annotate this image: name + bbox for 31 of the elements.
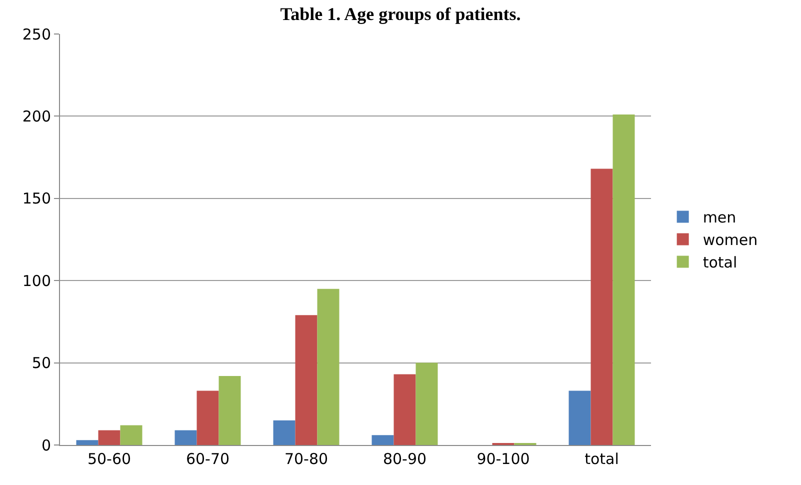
bar (612, 114, 635, 445)
y-tick-label: 150 (22, 190, 51, 208)
y-tick-label: 50 (32, 354, 51, 372)
bar (416, 362, 438, 445)
bar (98, 430, 120, 445)
y-tick-label: 250 (22, 25, 51, 44)
x-tick-label: 90-100 (476, 450, 530, 468)
bar (196, 390, 219, 445)
bar (394, 374, 416, 445)
bar (76, 440, 98, 445)
y-tick-label: 0 (41, 436, 51, 454)
legend-label: men (702, 208, 736, 227)
chart-title: Table 1. Age groups of patients. (280, 4, 521, 24)
bar (273, 420, 296, 445)
legend-label: total (702, 254, 738, 272)
bar (218, 376, 241, 445)
x-tick-label: 80-90 (382, 450, 427, 468)
x-tick-label: total (584, 450, 619, 468)
x-tick-label: 50-60 (87, 450, 132, 468)
bar (317, 288, 340, 445)
y-tick-label: 100 (22, 272, 51, 290)
x-tick-label: 60-70 (186, 450, 230, 468)
x-tick-label: 70-80 (284, 450, 328, 468)
bar (295, 315, 318, 445)
bar (174, 430, 197, 445)
legend-label: women (702, 231, 758, 250)
bar (372, 435, 394, 445)
bar (120, 425, 142, 445)
y-tick-label: 200 (22, 107, 51, 126)
bar (568, 390, 591, 445)
bar (590, 168, 613, 445)
